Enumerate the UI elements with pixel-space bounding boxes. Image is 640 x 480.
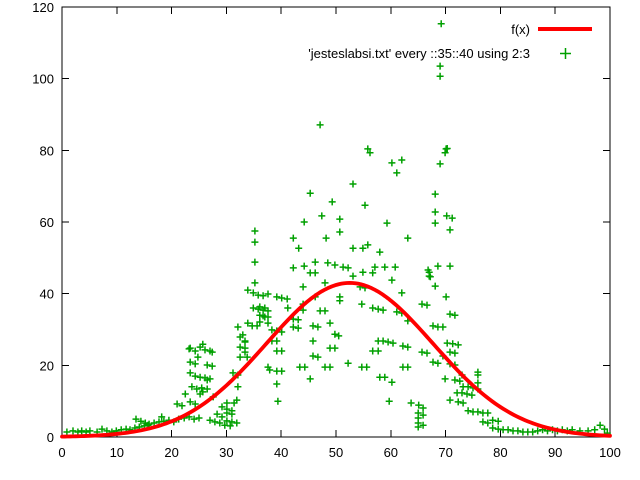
svg-text:100: 100 (32, 72, 54, 87)
legend-label-datafile: 'jesteslabsi.txt' every ::35::40 using 2… (308, 45, 530, 61)
svg-text:60: 60 (40, 215, 54, 230)
svg-text:70: 70 (438, 445, 452, 460)
svg-text:120: 120 (32, 0, 54, 15)
svg-text:100: 100 (599, 445, 621, 460)
svg-text:80: 80 (493, 445, 507, 460)
legend-label-fx: f(x) (511, 21, 530, 37)
svg-text:10: 10 (110, 445, 124, 460)
legend-entry-datafile: 'jesteslabsi.txt' every ::35::40 using 2… (308, 41, 592, 65)
svg-text:60: 60 (384, 445, 398, 460)
svg-text:30: 30 (219, 445, 233, 460)
red-line-sample-icon (538, 27, 592, 31)
svg-text:0: 0 (58, 445, 65, 460)
legend-entry-fx: f(x) (511, 17, 592, 41)
plus-marker-icon (559, 47, 571, 59)
svg-text:40: 40 (40, 287, 54, 302)
legend: f(x) 'jesteslabsi.txt' every ::35::40 us… (308, 17, 592, 65)
svg-text:80: 80 (40, 143, 54, 158)
svg-text:20: 20 (40, 358, 54, 373)
legend-line-swatch (538, 27, 592, 31)
svg-text:0: 0 (47, 430, 54, 445)
svg-text:40: 40 (274, 445, 288, 460)
svg-text:20: 20 (164, 445, 178, 460)
legend-point-swatch (538, 47, 592, 60)
svg-text:50: 50 (329, 445, 343, 460)
svg-text:90: 90 (548, 445, 562, 460)
